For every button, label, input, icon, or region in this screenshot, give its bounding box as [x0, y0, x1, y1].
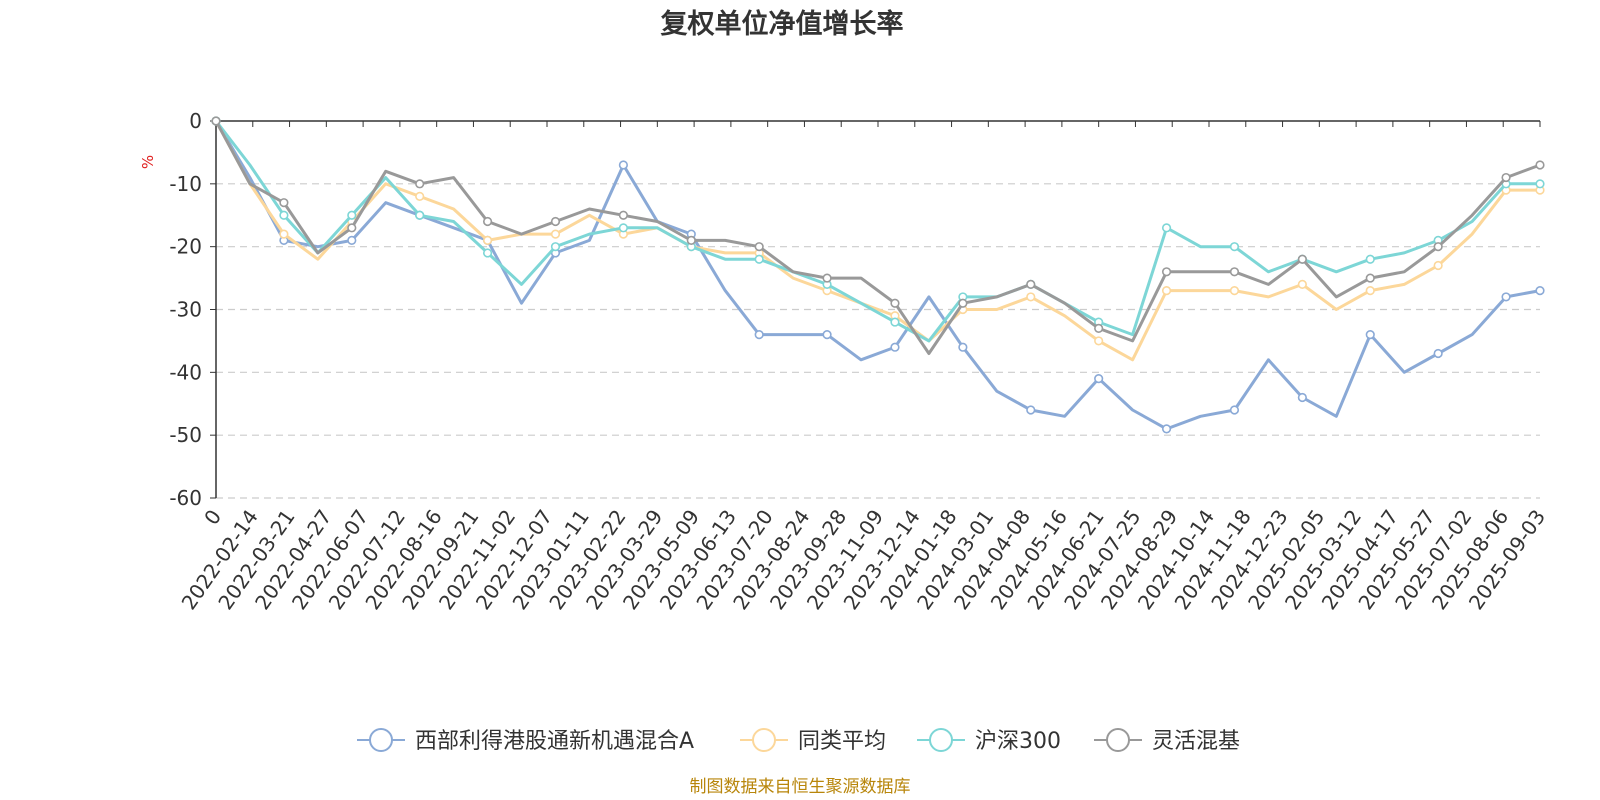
data-point: [279, 198, 289, 208]
series-lines: [211, 116, 1545, 434]
data-point: [1535, 160, 1545, 170]
data-point: [1229, 242, 1240, 252]
y-tick-label: -50: [169, 423, 202, 447]
data-point: [1365, 273, 1375, 283]
data-point: [415, 210, 425, 220]
data-point: [347, 235, 357, 245]
data-point: [618, 160, 628, 170]
data-point: [754, 242, 764, 252]
data-point: [1501, 172, 1511, 183]
series-line: [214, 120, 1541, 431]
data-point: [890, 317, 900, 327]
series-line: [214, 120, 1540, 362]
data-point: [550, 242, 561, 252]
data-point: [1501, 292, 1511, 302]
data-point: [1026, 292, 1036, 302]
legend-label: 同类平均: [798, 729, 886, 754]
data-point: [1094, 336, 1104, 346]
series-line: [214, 120, 1540, 343]
data-point: [1094, 323, 1104, 333]
data-point: [550, 229, 561, 239]
data-point: [1297, 279, 1307, 289]
legend-swatch-marker: [752, 728, 776, 752]
data-point: [822, 273, 832, 283]
y-tick-label: -10: [169, 172, 202, 196]
data-point: [1229, 267, 1240, 277]
y-axis-unit: %: [139, 155, 157, 169]
chart-title: 复权单位净值增长率: [661, 8, 904, 40]
legend-swatch-marker: [1106, 728, 1130, 752]
data-point: [347, 223, 357, 233]
data-point: [1161, 223, 1172, 233]
data-point: [1433, 242, 1443, 252]
legend-swatch-marker: [369, 728, 393, 752]
y-tick-label: -60: [169, 486, 202, 510]
y-tick-label: 0: [189, 109, 202, 133]
series-line: [214, 120, 1541, 355]
data-point: [415, 191, 425, 201]
data-point: [1365, 254, 1375, 264]
data-point: [482, 235, 493, 245]
y-tick-label: -20: [169, 235, 202, 259]
data-point: [1161, 267, 1172, 277]
data-point: [347, 210, 357, 220]
legend-label: 西部利得港股通新机遇混合A: [415, 729, 694, 754]
data-point: [1026, 405, 1036, 415]
data-point: [1229, 286, 1240, 296]
y-tick-label: -40: [169, 360, 202, 384]
data-point: [1433, 348, 1443, 359]
data-point: [211, 116, 221, 126]
data-point: [1161, 286, 1172, 296]
data-point: [958, 342, 968, 352]
data-point: [482, 216, 493, 227]
x-tick-label: 0: [199, 505, 226, 529]
data-point: [1094, 374, 1104, 384]
data-point: [1161, 424, 1172, 434]
legend: 西部利得港股通新机遇混合A 同类平均 沪深300 灵活混基: [357, 728, 1240, 754]
source-note: 制图数据来自恒生聚源数据库: [690, 777, 911, 797]
data-point: [890, 298, 900, 308]
data-point: [482, 248, 493, 258]
y-tick-label: -30: [169, 298, 202, 322]
data-point: [1229, 405, 1240, 415]
data-point: [415, 179, 425, 189]
data-point: [1535, 286, 1545, 296]
gridlines: [216, 183, 1540, 499]
data-point: [1535, 179, 1545, 189]
data-point: [1433, 260, 1443, 271]
data-point: [618, 223, 628, 233]
data-point: [958, 298, 968, 308]
data-point: [890, 342, 900, 352]
data-point: [1026, 279, 1036, 289]
data-point: [279, 229, 289, 239]
data-point: [279, 210, 289, 220]
data-point: [550, 216, 561, 227]
legend-label: 沪深300: [975, 729, 1061, 754]
data-point: [1297, 254, 1307, 264]
data-point: [754, 254, 764, 264]
data-point: [1365, 330, 1375, 340]
legend-swatch-marker: [929, 728, 953, 752]
legend-label: 灵活混基: [1152, 729, 1240, 754]
data-point: [822, 330, 832, 340]
data-point: [1365, 286, 1375, 296]
data-point: [1297, 392, 1307, 403]
data-point: [686, 235, 696, 245]
data-point: [618, 210, 628, 220]
data-point: [754, 330, 764, 340]
